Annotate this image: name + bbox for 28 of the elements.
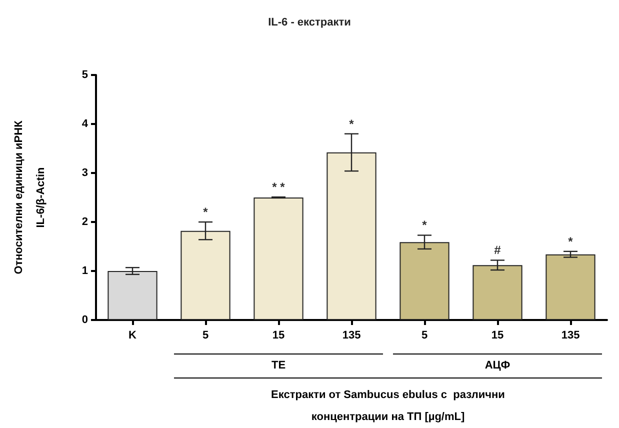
y-tick-label: 2: [82, 216, 88, 228]
x-tick-label: 5: [421, 330, 428, 342]
data-label: *: [568, 234, 574, 248]
y-tick-label: 4: [82, 118, 89, 130]
y-tick-label: 1: [82, 265, 88, 277]
y-tick-label: 3: [82, 167, 88, 179]
x-tick-label: 5: [202, 330, 209, 342]
x-tick-label: K: [128, 330, 137, 342]
y-tick-label: 0: [82, 314, 88, 326]
x-tick-label: 15: [272, 330, 285, 342]
data-label: *: [203, 205, 208, 219]
data-label: #: [494, 243, 502, 258]
x-tick-label: 135: [561, 330, 580, 342]
x-tick-label: 135: [342, 330, 361, 342]
bar: [546, 254, 596, 320]
data-label: *: [349, 116, 354, 131]
bar: [472, 265, 522, 320]
x-tick-label: 15: [491, 330, 504, 342]
text: АЦФ: [484, 360, 510, 372]
text: ТЕ: [271, 360, 286, 372]
chart-title: IL-6 - екстракти: [268, 16, 351, 28]
x-axis-title: Екстракти от Sambucus ebulus с различни концентрации на ТП [µg/mL]: [271, 389, 505, 423]
y-axis-title: Относителни единици иРНК IL-6/β-Actin: [13, 120, 47, 274]
data-label: * *: [272, 180, 286, 194]
data-label: *: [422, 218, 428, 232]
y-tick-label: 5: [82, 69, 88, 81]
bar: [108, 271, 158, 320]
bar: [254, 198, 304, 320]
